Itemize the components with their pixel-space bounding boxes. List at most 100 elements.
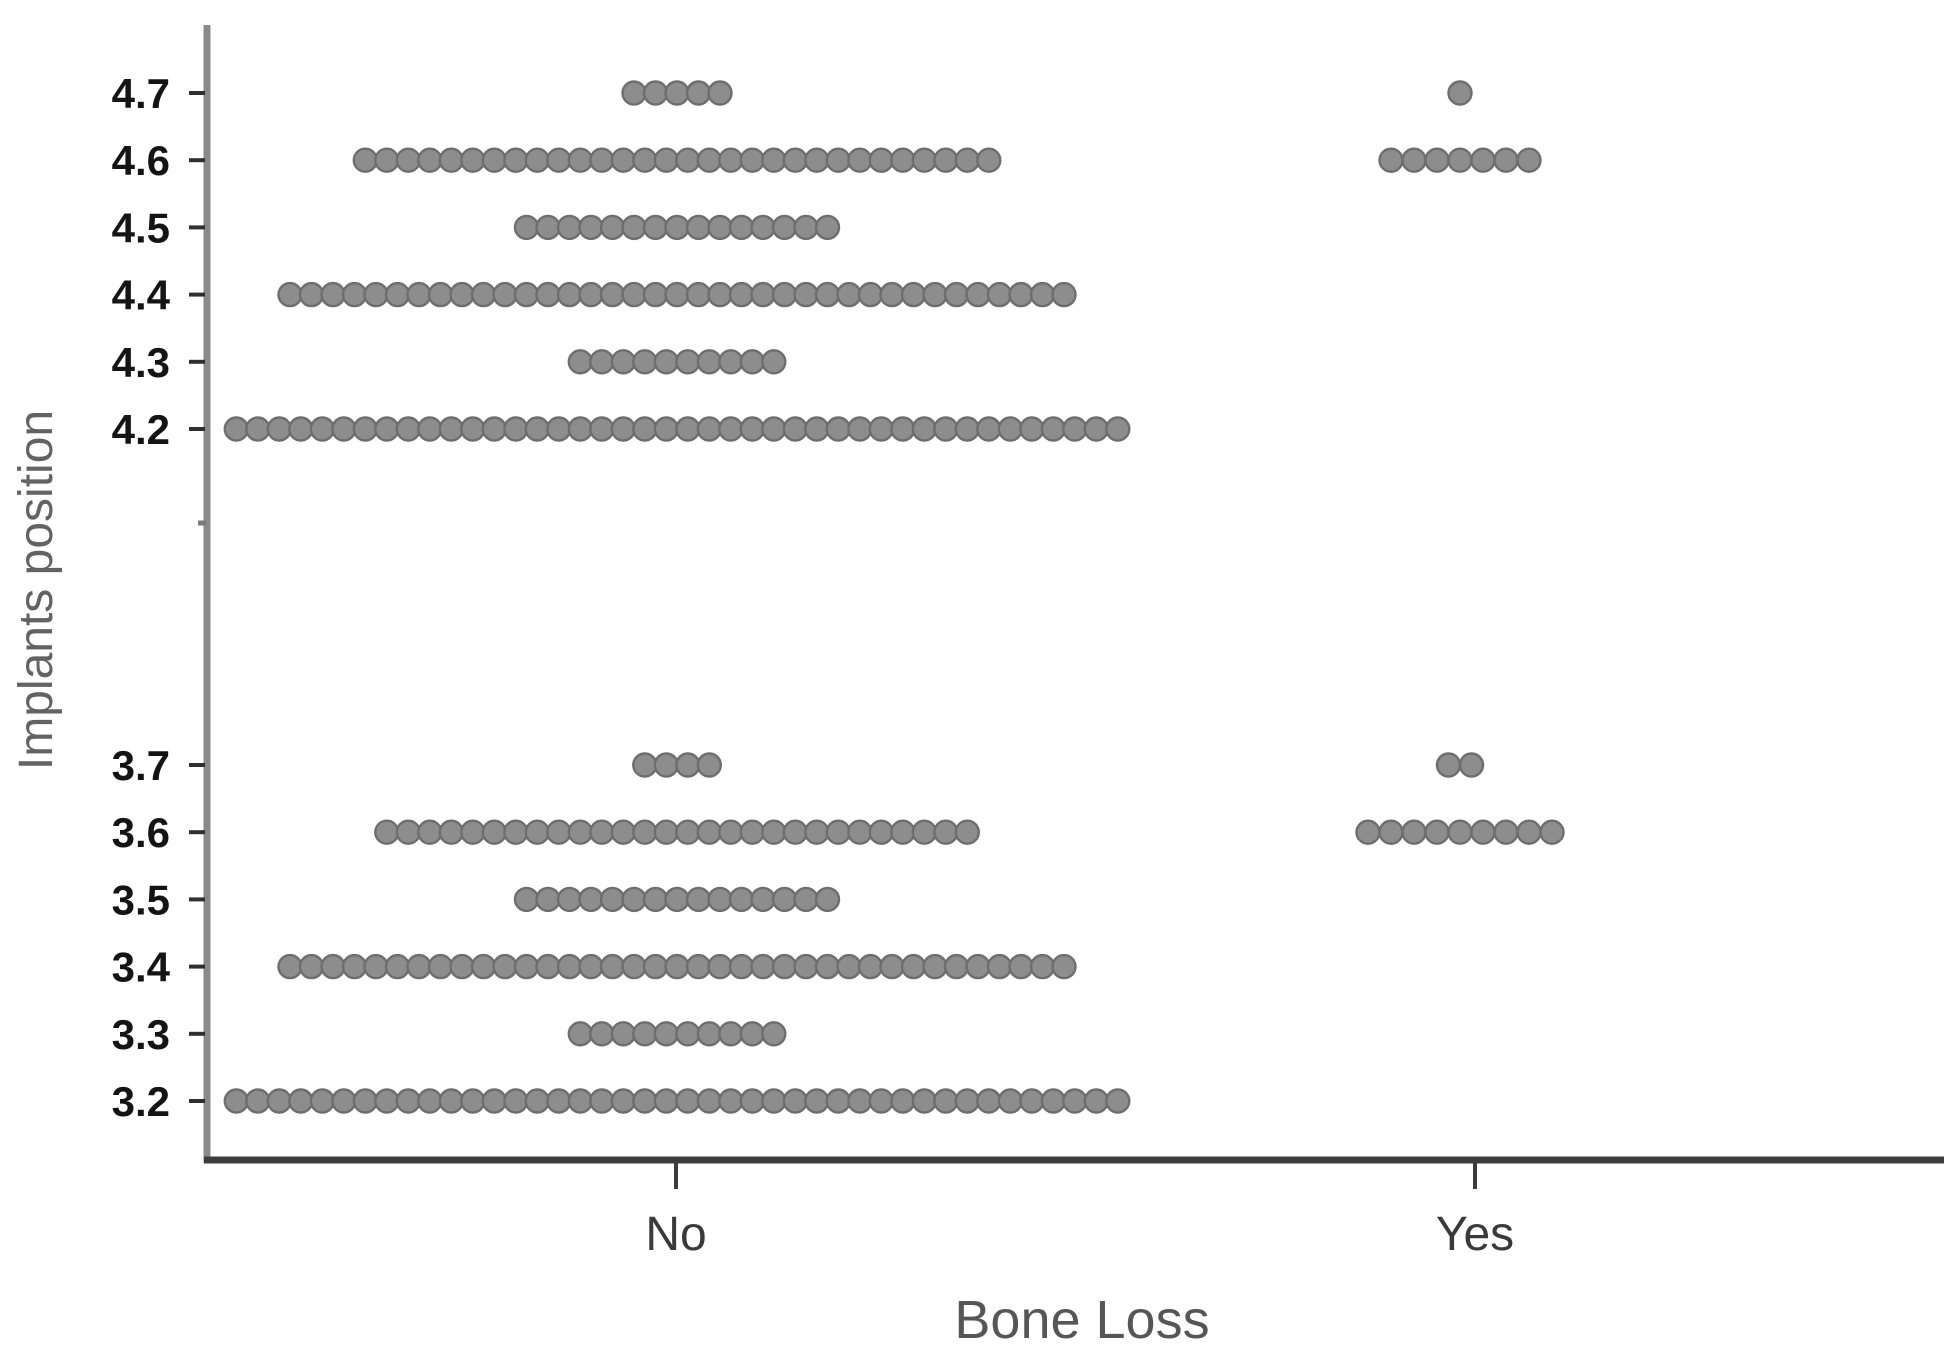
data-dot — [578, 953, 604, 980]
data-dot — [642, 80, 669, 106]
data-dot — [417, 416, 443, 442]
data-dot — [503, 147, 529, 173]
data-dot — [546, 416, 572, 442]
y-ticks-layer: 4.7 4.6 4.5 4.4 4.3 4.2 3.7 3.6 3.5 3.4 3.3 3.2 — [112, 70, 206, 1125]
data-dot — [718, 416, 744, 442]
data-dot — [1062, 1088, 1088, 1114]
data-dot — [911, 416, 937, 442]
data-dot — [804, 147, 830, 173]
data-dot — [943, 281, 970, 308]
data-dot — [589, 1088, 615, 1114]
data-dot — [675, 1088, 701, 1114]
data-dot — [739, 349, 765, 375]
data-dot — [782, 1088, 808, 1114]
y-tick-label: 3.6 — [112, 809, 170, 856]
data-dot — [363, 953, 389, 980]
data-dot — [395, 819, 421, 845]
data-dot — [621, 953, 647, 980]
data-dot — [1040, 1088, 1067, 1114]
data-dot — [589, 819, 615, 845]
data-dot — [449, 281, 475, 308]
data-dot — [761, 147, 787, 173]
data-dot — [320, 953, 346, 980]
data-dot — [438, 416, 464, 442]
data-dot — [556, 281, 583, 308]
data-dot — [374, 416, 400, 442]
data-dot — [524, 1088, 550, 1114]
data-dot — [589, 1021, 615, 1047]
data-dot — [847, 1088, 873, 1114]
data-dot — [492, 953, 518, 980]
data-dot — [352, 416, 378, 442]
data-dot — [707, 80, 733, 106]
data-dot — [954, 1088, 980, 1114]
dot-row-yes-3.6 — [1355, 819, 1565, 845]
data-dot — [965, 953, 991, 980]
data-dot — [556, 953, 583, 980]
data-dot — [277, 281, 303, 308]
data-dot — [460, 819, 486, 845]
data-dot — [739, 147, 765, 173]
data-dot — [406, 281, 432, 308]
data-dot — [739, 1088, 765, 1114]
data-dot — [761, 819, 787, 845]
data-dot — [922, 281, 948, 308]
data-dot — [750, 281, 776, 308]
data-dot — [288, 1088, 314, 1114]
data-dot — [384, 281, 411, 308]
data-dot — [675, 819, 701, 845]
data-dot — [567, 147, 593, 173]
dot-row-no-3.4 — [277, 953, 1077, 980]
data-dot — [728, 214, 755, 241]
data-dot — [513, 214, 540, 241]
data-dot — [1105, 416, 1131, 442]
data-dot — [804, 416, 830, 442]
data-dot — [911, 147, 937, 173]
data-dot — [589, 147, 615, 173]
data-dot — [524, 147, 550, 173]
data-dot — [1458, 752, 1485, 778]
dot-row-no-3.7 — [632, 752, 722, 778]
data-dot — [718, 349, 744, 375]
data-dot — [868, 416, 894, 442]
dot-row-no-3.3 — [567, 1021, 787, 1047]
data-dot — [632, 349, 658, 375]
data-dot — [771, 886, 798, 913]
data-dot — [976, 147, 1002, 173]
y-tick-label: 3.4 — [112, 944, 171, 991]
dot-row-no-3.5 — [513, 886, 841, 913]
data-dot — [825, 147, 851, 173]
data-dot — [535, 281, 561, 308]
y-tick-label: 4.7 — [112, 70, 170, 117]
data-dot — [223, 416, 250, 442]
data-dot — [675, 349, 701, 375]
data-dot — [675, 1021, 701, 1047]
data-dot — [632, 1088, 658, 1114]
dot-row-no-4.7 — [621, 80, 733, 106]
data-dot — [1029, 953, 1056, 980]
data-dot — [621, 886, 647, 913]
data-dot — [331, 1088, 357, 1114]
data-dot — [954, 416, 980, 442]
data-dot — [567, 819, 593, 845]
data-dot — [771, 953, 798, 980]
data-dot — [567, 1088, 593, 1114]
data-dot — [610, 416, 636, 442]
data-dot — [685, 953, 712, 980]
data-dot — [1019, 416, 1045, 442]
data-dot — [1516, 147, 1542, 173]
data-dot — [341, 953, 368, 980]
data-dot — [847, 819, 873, 845]
data-dot — [997, 1088, 1023, 1114]
data-dot — [513, 953, 540, 980]
data-dot — [879, 281, 905, 308]
data-dot — [1401, 147, 1427, 173]
data-dot — [1435, 752, 1462, 778]
data-dot — [384, 953, 411, 980]
data-dot — [578, 886, 604, 913]
data-dot — [836, 281, 862, 308]
data-dot — [707, 953, 733, 980]
data-dot — [374, 819, 400, 845]
data-dot — [556, 214, 583, 241]
